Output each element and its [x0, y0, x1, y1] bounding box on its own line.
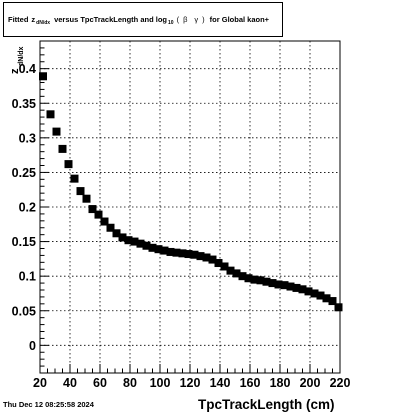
- data-point: [226, 266, 235, 275]
- data-point: [232, 269, 241, 278]
- data-point: [142, 241, 151, 250]
- data-point: [328, 297, 337, 306]
- data-point: [280, 281, 289, 290]
- y-axis-title-subscript: dN/dx: [18, 46, 25, 66]
- y-tick-label: 0.15: [12, 235, 36, 249]
- data-point: [304, 287, 313, 296]
- data-point: [310, 289, 319, 298]
- grid-lines: [40, 41, 340, 373]
- data-point: [184, 250, 193, 259]
- data-point: [94, 210, 103, 219]
- data-point: [274, 280, 283, 289]
- y-tick-label: 0.3: [19, 131, 36, 145]
- x-tick-label: 20: [33, 376, 47, 390]
- y-tick-labels: 0 0.05 0.1 0.15 0.2 0.25 0.3 0.35 0.4: [12, 62, 36, 353]
- data-point: [82, 194, 91, 203]
- y-tick-label: 0.4: [19, 62, 36, 76]
- data-point: [256, 276, 265, 285]
- data-point: [70, 174, 79, 183]
- title-paren-open: (: [176, 15, 180, 24]
- data-point: [64, 160, 73, 169]
- data-point: [76, 187, 85, 196]
- title-log-subscript: 10: [168, 19, 174, 26]
- data-point: [208, 255, 217, 264]
- y-tick-label: 0: [29, 339, 36, 353]
- title-text-fitted: Fitted: [8, 15, 29, 24]
- chart-title-box: Fitted z dN/dx versus TpcTrackLength and…: [3, 2, 283, 37]
- title-text-particle: for Global kaon+: [209, 15, 270, 24]
- title-gamma-symbol: γ: [194, 15, 199, 24]
- data-point: [202, 253, 211, 262]
- x-tick-label: 60: [93, 376, 107, 390]
- x-tick-label: 200: [300, 376, 321, 390]
- data-point: [292, 283, 301, 292]
- axis-ticks: [39, 40, 341, 374]
- x-tick-label: 220: [330, 376, 351, 390]
- x-axis-title: TpcTrackLength (cm): [198, 397, 335, 412]
- data-point: [316, 291, 325, 300]
- data-point: [112, 229, 121, 238]
- data-point: [166, 247, 175, 256]
- y-tick-label: 0.2: [19, 201, 36, 215]
- y-tick-label: 0.1: [19, 270, 36, 284]
- data-point: [46, 110, 55, 119]
- x-tick-label: 100: [150, 376, 171, 390]
- data-point: [178, 249, 187, 258]
- data-point: [58, 144, 67, 153]
- data-markers: [39, 72, 343, 312]
- data-point: [154, 245, 163, 254]
- data-point: [196, 252, 205, 261]
- title-beta-symbol: β: [183, 15, 188, 24]
- data-point: [88, 205, 97, 214]
- data-point: [286, 282, 295, 291]
- x-tick-label: 140: [210, 376, 231, 390]
- timestamp: Thu Dec 12 08:25:58 2024: [3, 400, 94, 409]
- title-z-symbol: z: [31, 15, 36, 24]
- data-point: [172, 248, 181, 257]
- data-point: [268, 279, 277, 288]
- x-tick-label: 120: [180, 376, 201, 390]
- y-axis-title: z dN/dx: [9, 46, 25, 74]
- title-text-versus: versus TpcTrackLength and log: [54, 15, 168, 24]
- data-point: [124, 236, 133, 245]
- title-paren-close: ): [202, 15, 205, 24]
- y-tick-label: 0.25: [12, 166, 36, 180]
- y-axis-title-z: z: [9, 68, 21, 74]
- data-point: [250, 275, 259, 284]
- data-point: [190, 250, 199, 259]
- data-point: [52, 127, 61, 136]
- data-point: [136, 239, 145, 248]
- data-point: [214, 259, 223, 268]
- x-tick-labels: 20 40 60 80 100 120 140 160 180 200 220: [33, 376, 350, 390]
- data-point: [262, 277, 271, 286]
- data-point: [160, 246, 169, 255]
- data-point: [238, 272, 247, 281]
- data-point: [244, 274, 253, 283]
- data-point: [220, 262, 229, 271]
- data-point: [130, 237, 139, 246]
- data-point: [118, 233, 127, 242]
- x-tick-label: 40: [63, 376, 77, 390]
- y-tick-label: 0.05: [12, 304, 36, 318]
- title-z-subscript: dN/dx: [36, 19, 51, 26]
- data-point: [334, 303, 343, 312]
- x-tick-label: 80: [123, 376, 137, 390]
- data-point: [106, 223, 115, 232]
- data-point: [39, 72, 47, 81]
- y-tick-label: 0.35: [12, 97, 36, 111]
- data-point: [322, 294, 331, 303]
- x-tick-label: 180: [270, 376, 291, 390]
- data-point: [298, 285, 307, 294]
- data-point: [100, 217, 109, 226]
- x-tick-label: 160: [240, 376, 261, 390]
- data-point: [148, 243, 157, 252]
